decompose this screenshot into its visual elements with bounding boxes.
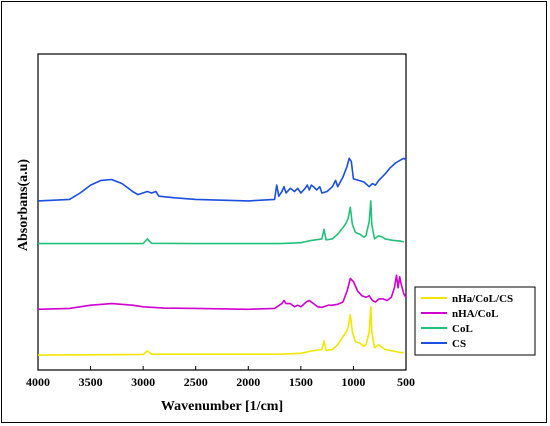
y-axis-title: Absorbans(a.u): [16, 159, 31, 252]
x-tick-label: 2500: [184, 375, 208, 389]
series-line-cs: [37, 157, 407, 202]
legend-label: nHa/CoL/CS: [452, 293, 513, 305]
x-tick-label: 4000: [26, 375, 50, 389]
legend-label: CS: [452, 338, 466, 350]
x-axis-ticks: 4000 3500 3000 2500 2000 1500 1000 500: [26, 366, 415, 389]
series-line-col: [38, 200, 405, 245]
plot-area: [37, 53, 407, 371]
x-tick-label: 3500: [79, 375, 103, 389]
x-tick-label: 3000: [131, 375, 155, 389]
legend-label: CoL: [452, 323, 473, 335]
x-tick-label: 1000: [341, 375, 365, 389]
series-layer: [37, 157, 407, 356]
legend-label: nHA/CoL: [452, 308, 498, 320]
x-tick-label: 1500: [289, 375, 313, 389]
series-line-nha-col: [37, 274, 407, 311]
x-axis-title: Wavenumber [1/cm]: [161, 399, 283, 414]
x-tick-label: 500: [397, 375, 415, 389]
legend: nHa/CoL/CS nHA/CoL CoL CS: [414, 286, 536, 356]
series-line-nha-col-cs: [37, 305, 404, 356]
x-tick-label: 2000: [236, 375, 260, 389]
